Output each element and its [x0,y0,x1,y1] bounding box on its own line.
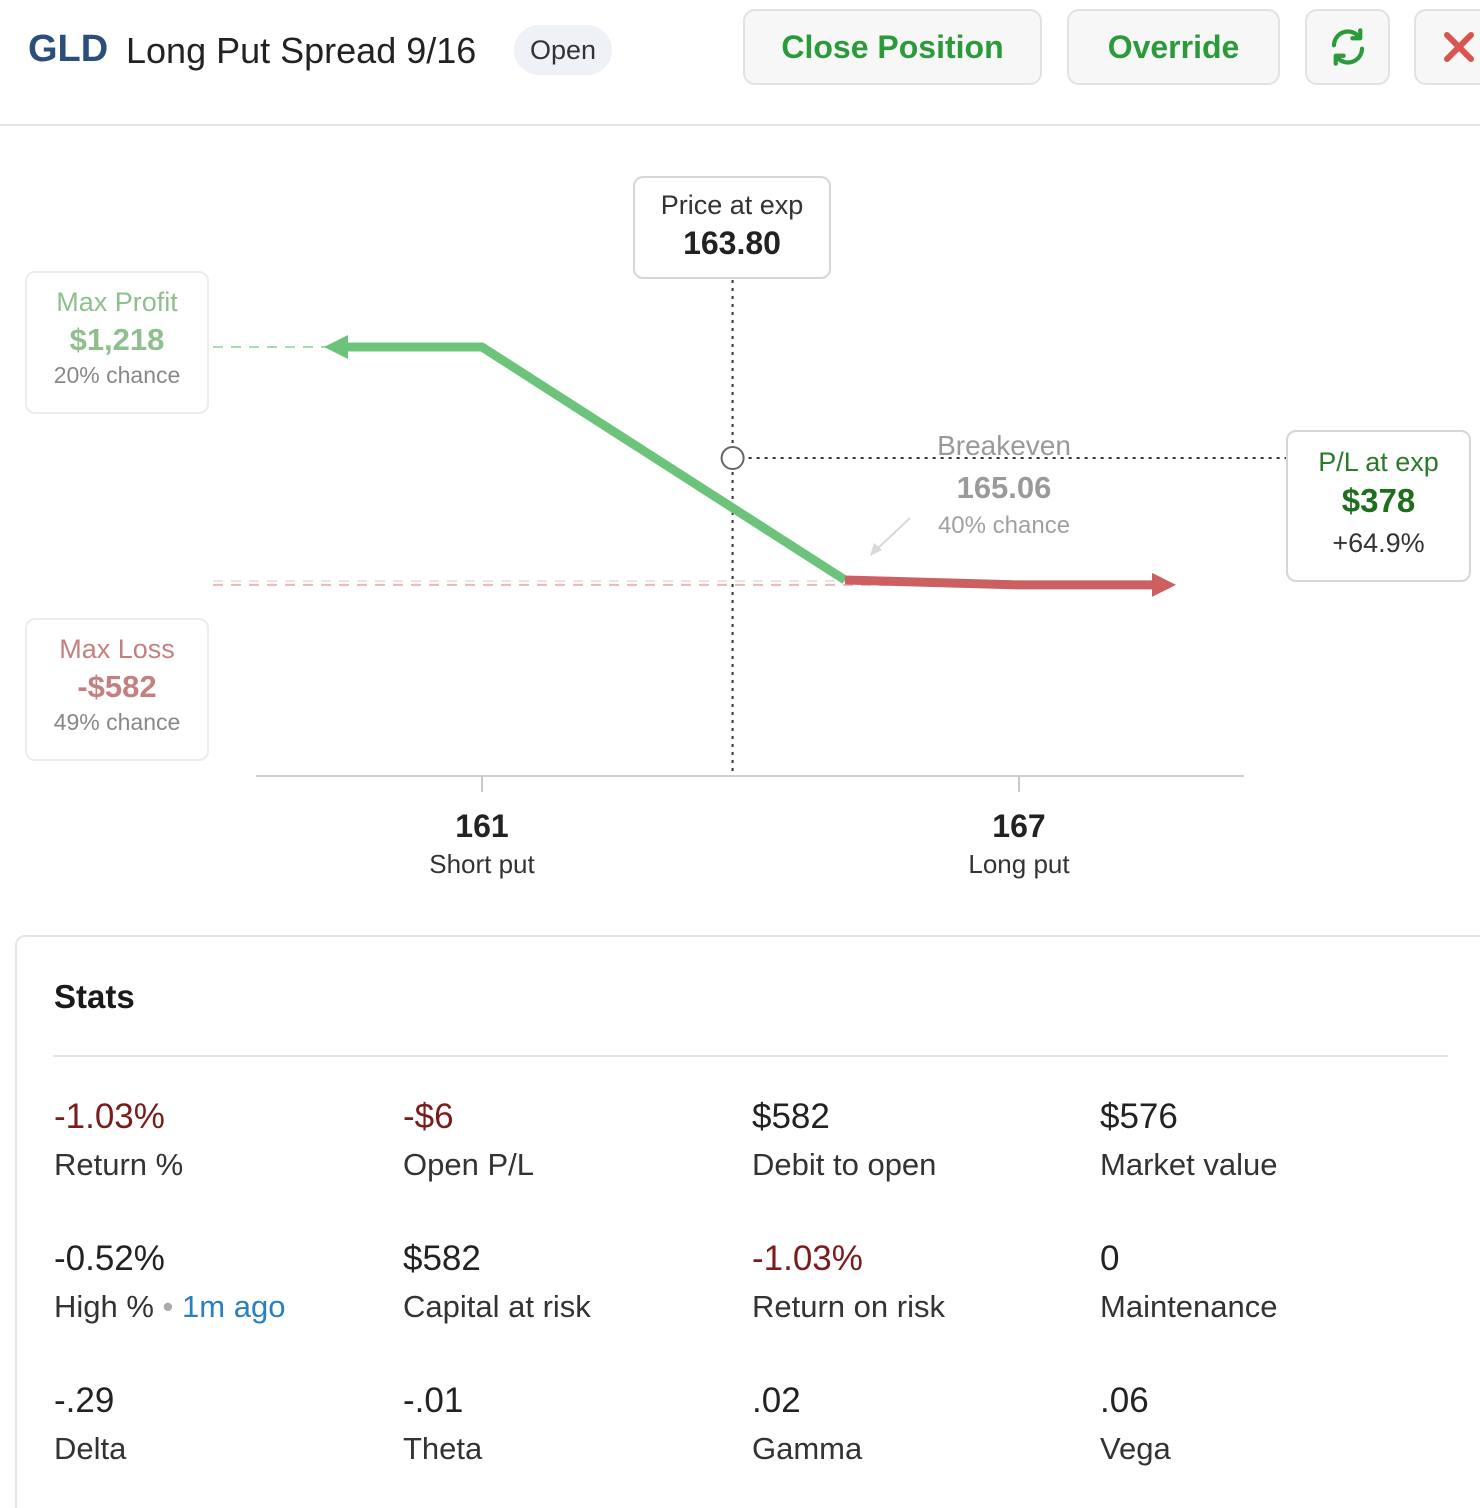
stat-label-text: Open P/L [403,1147,534,1182]
stat-value: -0.52% [54,1239,165,1278]
stat-label-text: Debit to open [752,1147,937,1182]
stat-item: .06 Vega [1100,1381,1430,1467]
payoff-chart-svg [213,280,1286,792]
stat-item: $582 Capital at risk [403,1239,733,1325]
max-loss-value: -$582 [77,669,157,704]
stat-item: $576 Market value [1100,1097,1430,1183]
stat-label: Return on risk [752,1289,1082,1325]
stat-value: -1.03% [752,1239,863,1278]
pl-at-exp-value: $378 [1341,482,1416,519]
long-put-strike: 167 [992,808,1046,844]
stat-value: .06 [1100,1381,1149,1420]
stat-item: $582 Debit to open [752,1097,1082,1183]
breakeven-label: Breakeven 165.06 40% chance [904,430,1104,540]
refresh-icon [1331,28,1364,66]
stat-value: $582 [403,1239,481,1278]
stat-label-text: Return % [54,1147,184,1182]
stat-label: Market value [1100,1147,1430,1183]
breakeven-title: Breakeven [937,430,1071,461]
stat-value: $576 [1100,1097,1178,1136]
stat-label-text: Maintenance [1100,1289,1278,1324]
position-title: Long Put Spread 9/16 [126,30,477,71]
stats-title: Stats [54,978,135,1015]
close-icon [1444,32,1474,62]
max-profit-value: $1,218 [69,322,165,357]
payoff-chart: Max Profit $1,218 20% chance Max Loss -$… [0,128,1480,928]
price-marker [720,446,745,471]
stat-label-text: Gamma [752,1431,863,1466]
breakeven-pointer-head [870,543,882,556]
dismiss-button[interactable] [1414,9,1480,85]
long-put-label: Long put [968,849,1070,879]
ticker-symbol: GLD [28,28,109,70]
stats-divider [53,1055,1448,1057]
stat-item: -1.03% Return on risk [752,1239,1082,1325]
stat-value: .02 [752,1381,801,1420]
position-header: GLD Long Put Spread 9/16 Open Close Posi… [0,0,1480,126]
stat-item: -.01 Theta [403,1381,733,1467]
pl-at-exp-title: P/L at exp [1318,447,1439,477]
stat-label: Debit to open [752,1147,1082,1183]
stat-label: Delta [54,1431,384,1467]
max-loss-box: Max Loss -$582 49% chance [25,618,209,761]
short-put-tick-label: 161 Short put [402,808,562,880]
stat-label: Theta [403,1431,733,1467]
separator-dot: • [153,1289,183,1324]
stat-label-text: Capital at risk [403,1289,591,1324]
breakeven-chance: 40% chance [937,512,1071,539]
stat-label-text: Return on risk [752,1289,945,1324]
stat-item: 0 Maintenance [1100,1239,1430,1325]
max-loss-title: Max Loss [59,634,175,664]
payoff-loss-line [844,575,1155,590]
price-at-exp-title: Price at exp [660,190,804,220]
stat-value: -1.03% [54,1097,165,1136]
status-badge: Open [514,25,612,75]
stat-value: -.01 [403,1381,464,1420]
breakeven-pointer-line [875,517,911,551]
last-updated-link[interactable]: 1m ago [182,1289,286,1324]
stat-label: Open P/L [403,1147,733,1183]
stat-label-text: High % [54,1289,154,1324]
price-at-exp-value: 163.80 [683,225,781,261]
stat-item: -$6 Open P/L [403,1097,733,1183]
pl-at-exp-box: P/L at exp $378 +64.9% [1286,430,1471,582]
stat-label-text: Delta [54,1431,127,1466]
stat-value: $582 [752,1097,830,1136]
stat-item: .02 Gamma [752,1381,1082,1467]
stat-item: -1.03% Return % [54,1097,384,1183]
stat-value: -$6 [403,1097,454,1136]
stat-label-text: Vega [1100,1431,1171,1466]
breakeven-value: 165.06 [956,470,1052,505]
close-position-button[interactable]: Close Position [743,9,1042,85]
stat-value: 0 [1100,1239,1120,1278]
stat-item: -0.52% High % • 1m ago [54,1239,384,1325]
short-put-label: Short put [429,849,535,879]
stat-item: -.29 Delta [54,1381,384,1467]
max-profit-box: Max Profit $1,218 20% chance [25,271,209,414]
price-at-exp-box: Price at exp 163.80 [633,176,831,279]
loss-arrow-head [1152,572,1176,597]
refresh-button[interactable] [1305,9,1390,85]
stats-panel: Stats -1.03% Return % -$6 Open P/L $582 Debit… [15,935,1480,1508]
profit-arrow-head [324,335,348,359]
override-button[interactable]: Override [1067,9,1280,85]
pl-at-exp-pct: +64.9% [1332,528,1425,558]
max-profit-chance: 20% chance [53,362,181,388]
stat-value: -.29 [54,1381,115,1420]
long-put-tick-label: 167 Long put [939,808,1099,880]
stat-label: Gamma [752,1431,1082,1467]
stat-label: Vega [1100,1431,1430,1467]
short-put-strike: 161 [455,808,509,844]
max-profit-title: Max Profit [56,287,178,317]
max-loss-chance: 49% chance [53,709,181,735]
stat-label: Capital at risk [403,1289,733,1325]
stat-label-text: Market value [1100,1147,1278,1182]
payoff-profit-line [345,342,848,584]
stat-label: Return % [54,1147,384,1183]
stat-label: Maintenance [1100,1289,1430,1325]
stat-label: High % • 1m ago [54,1289,384,1325]
stat-label-text: Theta [403,1431,483,1466]
